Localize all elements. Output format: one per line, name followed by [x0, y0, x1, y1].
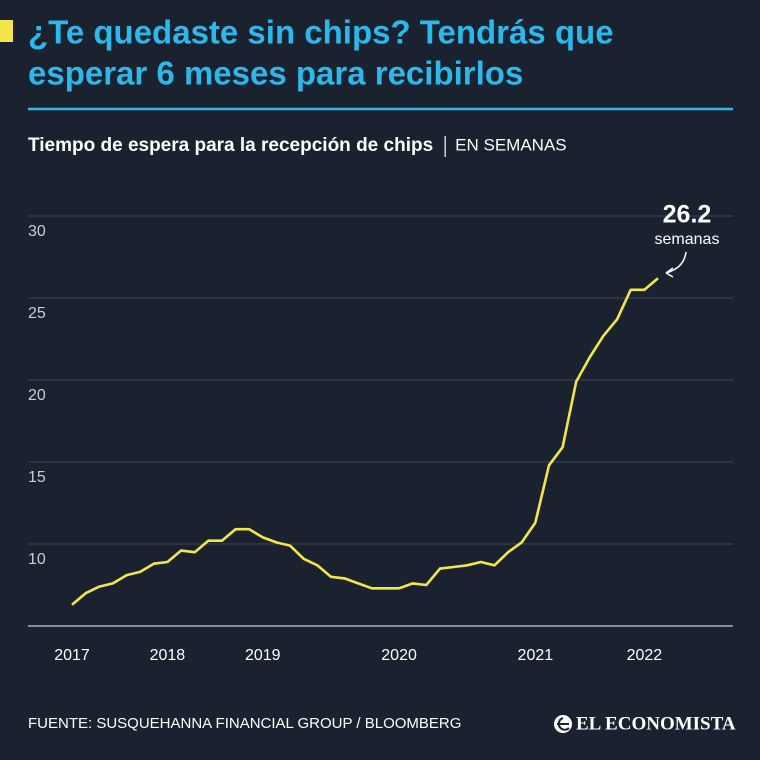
y-tick-label: 25	[28, 305, 46, 322]
data-line	[71, 277, 659, 606]
unit-label: EN SEMANAS	[455, 135, 566, 154]
source: FUENTE: SUSQUEHANNA FINANCIAL GROUP / BL…	[28, 715, 461, 732]
x-tick-label: 2020	[381, 647, 417, 664]
annotation-arrow	[665, 251, 687, 274]
brand: EL ECONOMISTA	[576, 713, 736, 734]
x-tick-label: 2019	[245, 647, 281, 664]
x-tick-label: 2017	[54, 647, 90, 664]
chart-subtitle: Tiempo de espera para la recepción de ch…	[28, 135, 433, 156]
x-tick-label: 2018	[150, 647, 186, 664]
chart-title: esperar 6 meses para recibirlos	[28, 55, 523, 92]
y-tick-label: 30	[28, 223, 46, 240]
y-tick-label: 20	[28, 387, 46, 404]
annotation: semanas	[655, 231, 720, 248]
annotation-arrowhead	[665, 267, 674, 278]
x-tick-label: 2021	[518, 647, 554, 664]
x-tick-label: 2022	[627, 647, 663, 664]
accent-square	[0, 20, 13, 42]
data-label: 26.2	[663, 201, 712, 229]
brand-icon-mark	[557, 717, 570, 731]
chart-title: ¿Te quedaste sin chips? Tendrás que	[28, 14, 614, 51]
y-tick-label: 15	[28, 469, 46, 486]
y-tick-label: 10	[28, 551, 46, 568]
